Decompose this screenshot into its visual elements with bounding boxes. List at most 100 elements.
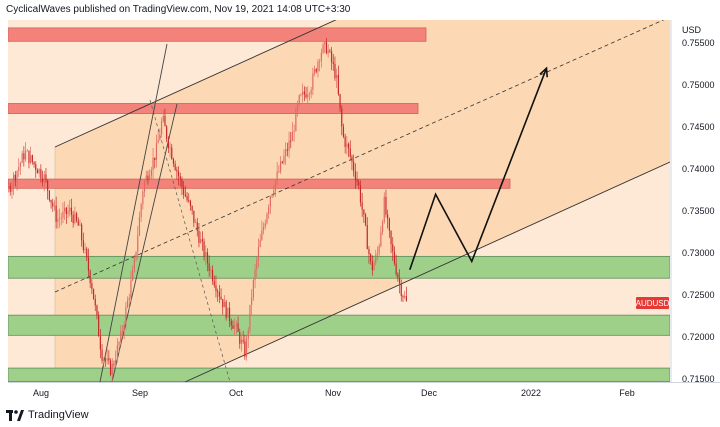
candle xyxy=(269,195,271,214)
candle xyxy=(171,143,173,160)
candle xyxy=(262,222,265,235)
candle xyxy=(230,318,232,331)
projection-path[interactable] xyxy=(409,67,548,271)
price-axis[interactable]: USD 0.75500 0.75000 0.74500 0.74000 0.73500 0.… xyxy=(636,25,715,384)
candle xyxy=(341,105,343,136)
candle xyxy=(69,199,71,217)
candle xyxy=(183,181,185,199)
candle xyxy=(126,296,129,309)
candle xyxy=(217,288,219,302)
candle xyxy=(172,157,175,168)
candle xyxy=(40,164,42,183)
candle xyxy=(242,330,244,344)
candle xyxy=(64,201,66,220)
y-tick-label: 0.74500 xyxy=(682,122,715,132)
resistance-zone-0[interactable] xyxy=(8,27,427,42)
candle xyxy=(261,220,263,242)
candle xyxy=(58,208,61,228)
y-tick-label: 0.72000 xyxy=(682,332,715,342)
resistance-zone-1[interactable] xyxy=(8,103,419,114)
candle xyxy=(87,248,90,277)
candle xyxy=(128,293,130,310)
candle xyxy=(208,255,210,277)
candle xyxy=(82,232,84,254)
candle xyxy=(285,142,287,165)
candle xyxy=(247,327,249,349)
channel-lower-line[interactable] xyxy=(184,161,670,382)
candle xyxy=(213,275,215,288)
time-axis[interactable]: Aug Sep Oct Nov Dec 2022 Feb xyxy=(33,388,635,398)
candle xyxy=(291,122,294,142)
candle xyxy=(50,199,52,209)
channel-median-line[interactable] xyxy=(54,17,670,293)
candle xyxy=(101,344,103,364)
candle xyxy=(62,202,64,224)
candle xyxy=(91,279,93,294)
candle xyxy=(312,67,314,96)
candle xyxy=(160,117,163,138)
candle xyxy=(370,253,372,265)
support-zone-4[interactable] xyxy=(8,314,670,336)
candle xyxy=(395,254,397,277)
steep-trendline-2[interactable] xyxy=(111,103,178,382)
tradingview-logo[interactable]: TradingView xyxy=(6,409,89,421)
candle xyxy=(45,167,47,183)
y-tick-label: 0.73000 xyxy=(682,248,715,258)
candle xyxy=(111,358,113,382)
candle xyxy=(106,348,108,365)
plot-area[interactable] xyxy=(0,0,670,385)
candle xyxy=(293,124,295,142)
candle xyxy=(298,94,300,106)
candle xyxy=(245,335,248,361)
candle xyxy=(290,131,292,149)
candle xyxy=(60,212,62,226)
publish-header: CyclicalWaves published on TradingView.c… xyxy=(0,0,720,20)
candle xyxy=(227,307,229,318)
steep-trendline-1[interactable] xyxy=(99,43,168,382)
candle xyxy=(53,200,56,211)
candle xyxy=(179,172,181,187)
candle xyxy=(103,357,105,369)
candle xyxy=(249,304,251,334)
candle xyxy=(125,302,127,330)
candle xyxy=(211,265,214,285)
candle xyxy=(196,217,198,237)
candle xyxy=(266,212,268,225)
candle xyxy=(220,288,222,301)
candle xyxy=(86,246,88,262)
x-tick-label: Aug xyxy=(33,388,49,398)
candle xyxy=(359,180,362,207)
candle xyxy=(47,179,49,200)
candle xyxy=(366,217,368,250)
candle xyxy=(378,243,380,258)
support-zone-3[interactable] xyxy=(8,255,670,279)
candle xyxy=(184,185,186,198)
candle xyxy=(368,246,370,264)
resistance-zone-2[interactable] xyxy=(8,178,511,189)
y-tick-label: 0.75500 xyxy=(682,38,715,48)
candle xyxy=(235,320,237,335)
footer-bar: TradingView xyxy=(0,403,720,427)
last-price-symbol: AUDUSD xyxy=(636,299,670,308)
candle xyxy=(252,277,254,301)
candle xyxy=(278,165,280,174)
candle xyxy=(181,176,183,196)
dashed-trendline[interactable] xyxy=(149,99,231,382)
candle xyxy=(383,192,385,224)
candle xyxy=(276,161,278,185)
candle xyxy=(198,222,200,248)
candle xyxy=(325,37,328,55)
channel-upper-line[interactable] xyxy=(54,18,340,148)
support-zone-5[interactable] xyxy=(8,367,670,382)
candle xyxy=(79,219,81,226)
candle xyxy=(334,56,336,81)
candle xyxy=(305,87,307,99)
candle xyxy=(405,286,407,302)
candle xyxy=(200,231,202,244)
candle xyxy=(356,171,358,186)
candle xyxy=(283,149,285,165)
candle xyxy=(210,266,212,278)
candle xyxy=(132,265,134,282)
candle xyxy=(157,130,159,144)
